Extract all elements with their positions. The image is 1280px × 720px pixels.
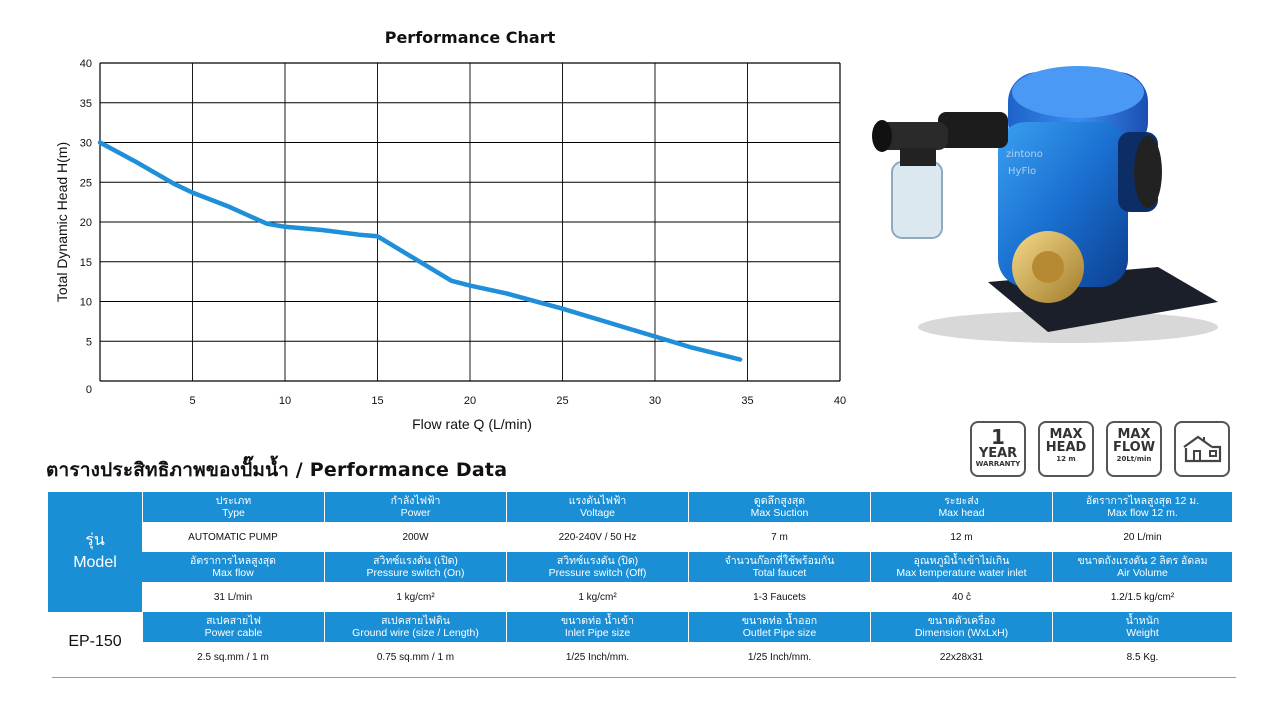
value-cell: 1 kg/cm² (506, 582, 688, 612)
chart-title: Performance Chart (384, 28, 556, 47)
max-flow-badge: MAX FLOW 20Lt/min (1106, 421, 1162, 477)
max-head-badge-l3: 12 m (1056, 455, 1076, 463)
value-cell: 1-3 Faucets (688, 582, 870, 612)
max-head-badge-l1: MAX (1049, 427, 1083, 442)
model-label-th: รุ่น (85, 532, 105, 549)
y-tick-label: 10 (80, 297, 92, 309)
svg-text:HyFlo: HyFlo (1008, 166, 1036, 177)
x-tick-label: 35 (741, 395, 753, 407)
header-cell: น้ำหนัก Weight (1052, 612, 1232, 642)
x-tick-label: 20 (464, 395, 476, 407)
value-cell: 1/25 Inch/mm. (688, 642, 870, 672)
header-cell: แรงดันไฟฟ้า Voltage (506, 492, 688, 522)
header-cell: ประเภท Type (142, 492, 324, 522)
pump-product-image: zintono HyFlo (872, 66, 1218, 343)
header-cell: สเปคสายไฟ Power cable (142, 612, 324, 642)
x-tick-label: 25 (556, 395, 568, 407)
performance-chart: 5 10 15 20 25 30 35 40 0 5 10 15 20 25 30 35 40 Flow rat… (54, 58, 846, 432)
y-tick-label: 5 (86, 336, 92, 348)
header-cell: ระยะส่ง Max head (870, 492, 1052, 522)
model-value-cell: EP-150 (48, 612, 142, 672)
header-cell: ขนาดท่อ น้ำออก Outlet Pipe size (688, 612, 870, 642)
value-cell: 200W (324, 522, 506, 552)
header-cell: สวิทซ์แรงดัน (เปิด) Pressure switch (On) (324, 552, 506, 582)
table-row: AUTOMATIC PUMP 200W 220-240V / 50 Hz 7 m… (48, 522, 1232, 552)
x-tick-label: 40 (834, 395, 846, 407)
y-tick-label: 25 (80, 177, 92, 189)
header-cell: อัตราการไหลสูงสุด Max flow (142, 552, 324, 582)
header-cell: อุณหภูมิน้ำเข้าไม่เกิน Max temperature wa… (870, 552, 1052, 582)
x-tick-label: 5 (189, 395, 195, 407)
warranty-badge-number: 1 (991, 425, 1005, 449)
warranty-badge: 1 YEAR WARRANTY (970, 421, 1026, 477)
value-cell: 22x28x31 (870, 642, 1052, 672)
value-cell: 0.75 sq.mm / 1 m (324, 642, 506, 672)
y-tick-label: 15 (80, 257, 92, 269)
house-icon (1183, 435, 1222, 463)
house-badge (1174, 421, 1230, 477)
warranty-badge-year: YEAR (978, 446, 1018, 461)
warranty-badge-label: WARRANTY (975, 460, 1021, 468)
value-cell: 8.5 Kg. (1052, 642, 1232, 672)
header-cell: สเปคสายไฟดิน Ground wire (size / Length) (324, 612, 506, 642)
y-tick-label: 0 (86, 384, 92, 396)
model-label-en: Model (73, 554, 117, 571)
value-cell: 31 L/min (213, 591, 253, 603)
header-cell: ขนาดท่อ น้ำเข้า Inlet Pipe size (506, 612, 688, 642)
value-cell: 220-240V / 50 Hz (506, 522, 688, 552)
max-flow-badge-l3: 20Lt/min (1116, 455, 1152, 463)
header-cell: ขนาดตัวเครื่อง Dimension (WxLxH) (870, 612, 1052, 642)
max-head-badge-l2: HEAD (1045, 440, 1087, 455)
value-cell: 2.5 sq.mm / 1 m (197, 651, 269, 663)
y-tick-label: 20 (80, 217, 92, 229)
header-cell: จำนวนก๊อกที่ใช้พร้อมกัน Total faucet (688, 552, 870, 582)
table-row: 2.5 sq.mm / 1 m 0.75 sq.mm / 1 m 1/25 In… (48, 642, 1232, 672)
value-cell: 12 m (870, 522, 1052, 552)
table-row: EP-150 สเปคสายไฟ Power cable สเปคสายไฟดิน… (48, 612, 1232, 672)
max-flow-badge-l1: MAX (1117, 427, 1151, 442)
y-tick-label: 35 (80, 98, 92, 110)
table-row: รุ่น Model ประเภท Type กำลังไฟฟ้า Power แร… (48, 492, 1232, 612)
table-row: อัตราการไหลสูงสุด Max flow สวิทซ์แรงดัน (… (48, 552, 1232, 582)
value-cell: 20 L/min (1052, 522, 1232, 552)
svg-text:zintono: zintono (1006, 149, 1043, 160)
header-cell: กำลังไฟฟ้า Power (324, 492, 506, 522)
bottom-divider (52, 677, 1236, 678)
header-cell: ดูดลึกสูงสุด Max Suction (688, 492, 870, 522)
max-flow-badge-l2: FLOW (1112, 440, 1156, 455)
value-cell: 40 c̊ (870, 582, 1052, 612)
x-tick-label: 30 (649, 395, 661, 407)
value-cell: 1 kg/cm² (324, 582, 506, 612)
table-row: 31 L/min 1 kg/cm² 1 kg/cm² 1-3 Faucets 4… (48, 582, 1232, 612)
x-tick-label: 15 (371, 395, 383, 407)
y-tick-label: 30 (80, 138, 92, 150)
header-cell: สวิทซ์แรงดัน (ปิด) Pressure switch (Off) (506, 552, 688, 582)
table-title: ตารางประสิทธิภาพของปั๊มน้ำ / Performance… (46, 459, 508, 481)
value-cell: AUTOMATIC PUMP (188, 531, 278, 543)
x-tick-label: 10 (279, 395, 291, 407)
performance-curve (97, 140, 743, 362)
y-axis-label: Total Dynamic Head H(m) (54, 142, 70, 302)
y-tick-label: 40 (80, 58, 92, 70)
max-head-badge: MAX HEAD 12 m (1038, 421, 1094, 477)
x-axis-label: Flow rate Q (L/min) (412, 416, 532, 432)
model-label-cell: รุ่น Model (48, 492, 142, 612)
header-cell: อัตราการไหลสูงสุด 12 ม. Max flow 12 m. (1052, 492, 1232, 522)
value-cell: 1/25 Inch/mm. (506, 642, 688, 672)
performance-table: รุ่น Model ประเภท Type กำลังไฟฟ้า Power แร… (48, 492, 1232, 672)
value-cell: 7 m (688, 522, 870, 552)
header-cell: ขนาดถังแรงดัน 2 ลิตร อัดลม Air Volume (1052, 552, 1232, 582)
value-cell: 1.2/1.5 kg/cm² (1052, 582, 1232, 612)
